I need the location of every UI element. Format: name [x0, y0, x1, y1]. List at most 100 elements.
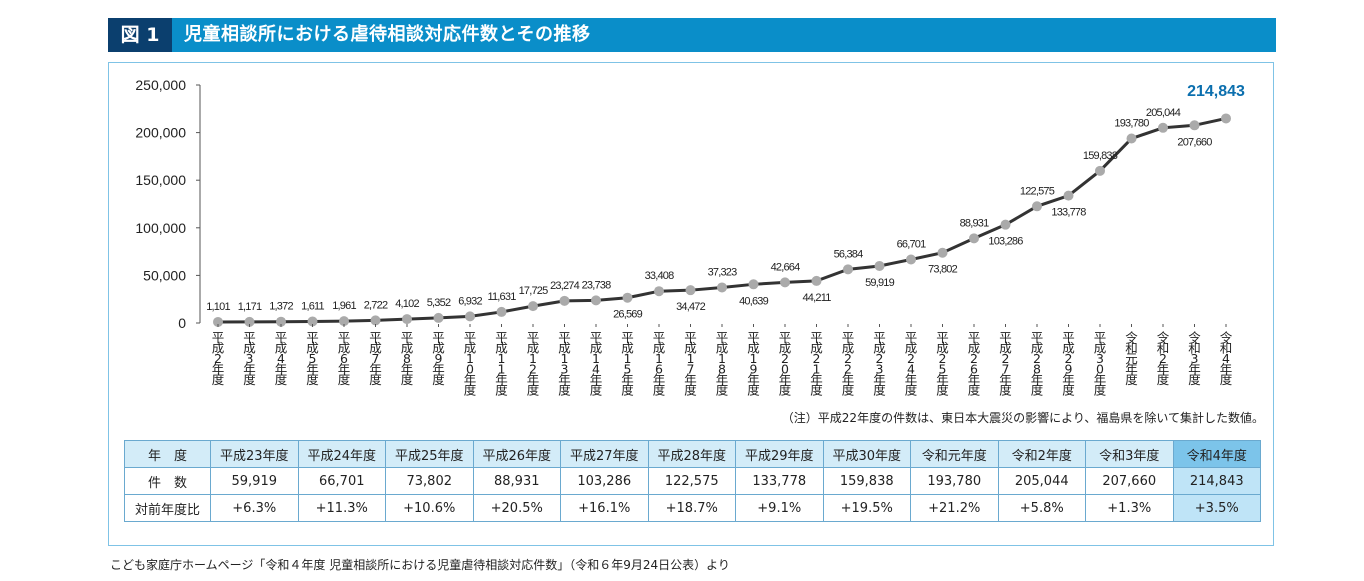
table-year-cell: 平成29年度: [735, 440, 824, 468]
data-label: 66,701: [897, 239, 927, 251]
table-ratio-cell: +3.5%: [1172, 494, 1261, 522]
line-chart: 0 50,000 100,000 150,000 200,000 250,000 1,101…: [135, 77, 1245, 398]
data-point: [433, 312, 444, 323]
x-tick-label: 令和元年度: [1125, 330, 1138, 387]
data-label: 133,778: [1051, 207, 1086, 219]
data-label: 33,408: [645, 270, 675, 282]
table-count-row: 件 数 59,919 66,701 73,802 88,931 103,286 122,5…: [124, 467, 1261, 495]
data-point: [1189, 120, 1200, 131]
data-point: [906, 254, 916, 265]
data-point: [465, 311, 475, 322]
data-point: [496, 306, 507, 317]
y-tick-label: 200,000: [135, 125, 186, 141]
data-point: [748, 279, 759, 290]
table-count-cell: 59,919: [210, 467, 299, 495]
table-count-cell: 66,701: [297, 467, 386, 495]
chart-frame: [108, 62, 1274, 546]
table-count-cell: 205,044: [997, 467, 1086, 495]
table-ratio-cell: +18.7%: [647, 494, 736, 522]
table-ratio-cell: +5.8%: [997, 494, 1086, 522]
data-label: 159,838: [1083, 150, 1118, 162]
x-tick-label: 令和 3 年度: [1188, 330, 1201, 387]
data-label: 56,384: [834, 248, 864, 260]
table-year-cell: 平成24年度: [297, 440, 386, 468]
data-point: [654, 286, 664, 297]
data-label: 5,352: [427, 297, 451, 309]
table-header-row: 年 度 平成23年度 平成24年度 平成25年度 平成26年度 平成27年度 平成28年度…: [124, 440, 1261, 468]
x-tick-label: 平成 2 6 年度: [968, 330, 981, 398]
x-tick-label: 平成 8 年度: [401, 330, 414, 387]
x-tick-label: 平成 2 3 年度: [873, 330, 886, 398]
x-tick-label: 平成 5 年度: [306, 330, 319, 387]
data-point: [1095, 165, 1105, 176]
figure-title: 児童相談所における虐待相談対応件数とその推移: [184, 24, 591, 45]
x-tick-label: 平成 1 3 年度: [558, 330, 571, 398]
data-point: [244, 316, 255, 327]
data-label: 205,044: [1146, 107, 1181, 119]
data-point: [1126, 133, 1137, 144]
y-tick-label: 100,000: [135, 220, 186, 236]
table-count-cell: 122,575: [647, 467, 736, 495]
x-tick-label: 令和 4 年度: [1220, 330, 1233, 387]
data-label: 40,639: [739, 295, 769, 307]
data-point: [370, 315, 381, 326]
y-tick-label: 0: [178, 315, 186, 331]
data-label: 23,274: [550, 280, 580, 292]
table-ratio-cell: +10.6%: [385, 494, 474, 522]
data-point: [843, 264, 853, 275]
x-tick-label: 平成 3 年度: [243, 330, 256, 387]
x-tick-label: 平成 1 7 年度: [684, 330, 697, 398]
data-point: [528, 301, 538, 312]
data-point: [811, 275, 822, 286]
data-point: [717, 282, 727, 293]
y-tick-label: 50,000: [143, 267, 186, 283]
source-credit: こども家庭庁ホームページ「令和４年度 児童相談所における児童虐待相談対応件数」（…: [110, 558, 730, 572]
y-tick-label: 150,000: [135, 172, 186, 188]
data-point: [969, 233, 979, 244]
data-label: 4,102: [395, 298, 419, 310]
table-ratio-label: 対前年度比: [124, 494, 211, 522]
summary-table: 年 度 平成23年度 平成24年度 平成25年度 平成26年度 平成27年度 平成28年度…: [124, 440, 1261, 522]
data-point: [559, 295, 570, 306]
x-tick-label: 平成 1 0 年度: [464, 330, 477, 398]
x-tick-label: 平成 1 5 年度: [621, 330, 634, 398]
data-label: 214,843: [1187, 83, 1245, 100]
data-label: 1,101: [206, 301, 230, 313]
table-ratio-cell: +6.3%: [210, 494, 299, 522]
table-year-cell: 平成27年度: [560, 440, 649, 468]
x-tick-label: 平成 1 4 年度: [590, 330, 603, 398]
chart-note: （注）平成22年度の件数は、東日本大震災の影響により、福島県を除いて集計した数値…: [781, 411, 1264, 425]
x-tick-label: 平成 2 0 年度: [779, 330, 792, 398]
x-tick-label: 平成 1 1 年度: [495, 330, 508, 398]
data-point: [213, 316, 223, 327]
data-label: 1,611: [301, 300, 324, 312]
table-ratio-cell: +11.3%: [297, 494, 386, 522]
table-ratio-row: 対前年度比 +6.3% +11.3% +10.6% +20.5% +16.1% +18.7…: [124, 494, 1261, 522]
x-tick-label: 令和 2 年度: [1157, 330, 1170, 387]
data-label: 11,631: [487, 291, 516, 303]
data-label: 17,725: [519, 285, 549, 297]
data-label: 1,171: [238, 301, 262, 313]
table-ratio-cell: +20.5%: [472, 494, 561, 522]
table-year-cell: 令和元年度: [910, 440, 999, 468]
x-tick-label: 平成 2 9 年度: [1062, 330, 1075, 398]
x-tick-label: 平成 2 年度: [212, 330, 225, 387]
table-count-cell: 214,843: [1172, 467, 1261, 495]
x-tick-label: 平成 1 6 年度: [653, 330, 666, 398]
x-tick-label: 平成 4 年度: [275, 330, 288, 387]
data-label: 26,569: [613, 309, 643, 321]
table-year-cell: 平成25年度: [385, 440, 474, 468]
x-tick-label: 平成 2 2 年度: [842, 330, 855, 398]
table-year-cell: 令和4年度: [1172, 440, 1261, 468]
x-tick-label: 平成 1 2 年度: [527, 330, 540, 398]
y-tick-label: 250,000: [135, 77, 186, 93]
table-year-cell: 平成30年度: [822, 440, 911, 468]
data-label: 1,961: [332, 300, 356, 312]
data-label: 122,575: [1020, 185, 1055, 197]
figure-title-bar: 図 1 児童相談所における虐待相談対応件数とその推移: [108, 18, 1276, 52]
figure-label: 図 1: [108, 18, 172, 52]
x-tick-label: 平成 1 8 年度: [716, 330, 729, 398]
table-count-cell: 193,780: [910, 467, 999, 495]
data-label: 42,664: [771, 261, 801, 273]
x-tick-label: 平成 7 年度: [369, 330, 382, 387]
